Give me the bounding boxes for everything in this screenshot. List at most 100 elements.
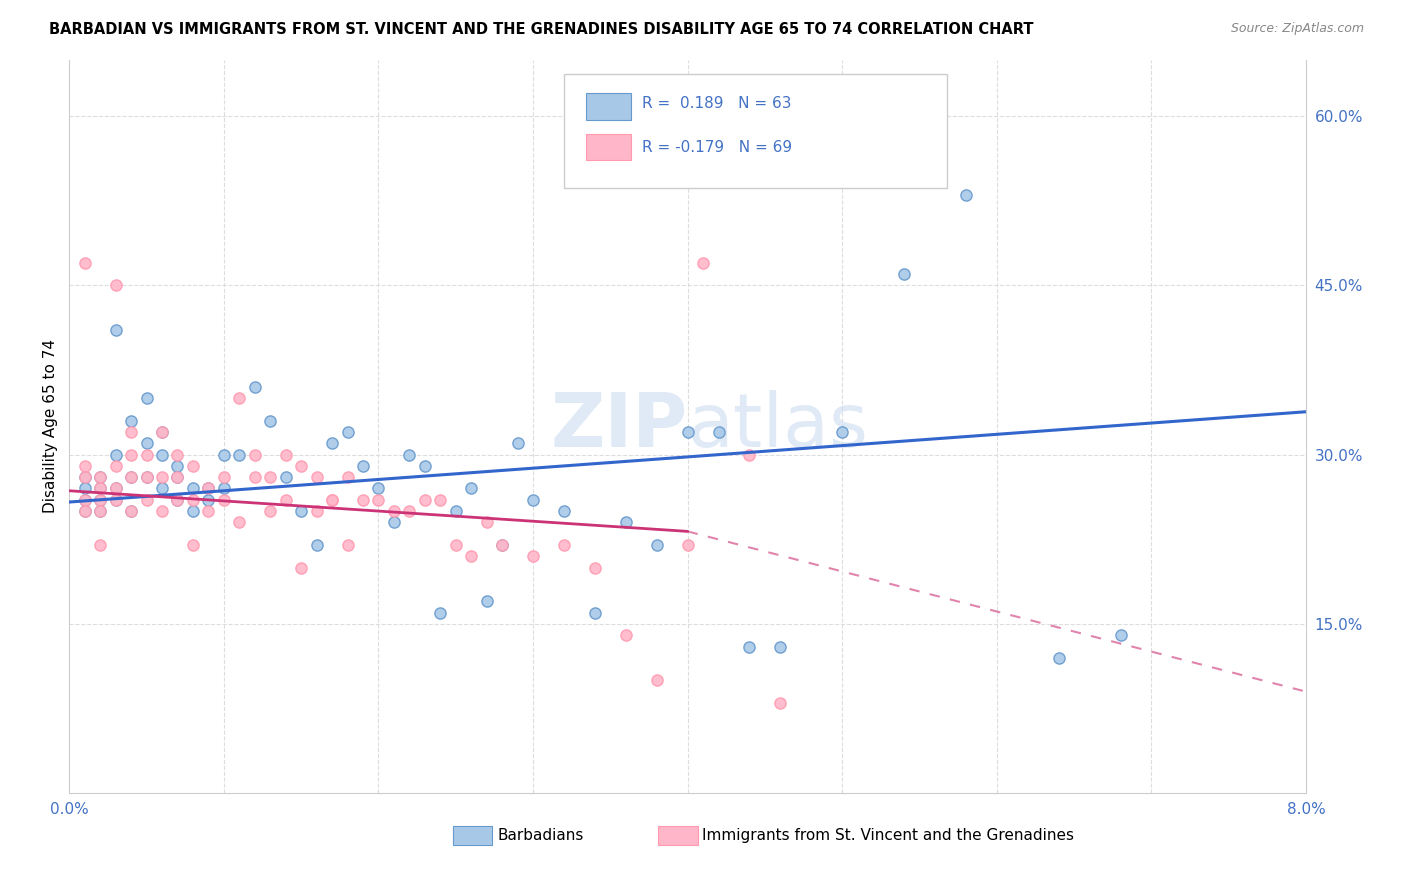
Point — [367, 482, 389, 496]
Point — [120, 448, 142, 462]
Point — [181, 492, 204, 507]
Text: Source: ZipAtlas.com: Source: ZipAtlas.com — [1230, 22, 1364, 36]
Point — [382, 516, 405, 530]
Point — [831, 425, 853, 439]
Point — [73, 256, 96, 270]
Point — [120, 425, 142, 439]
Point — [181, 458, 204, 473]
Point — [692, 256, 714, 270]
Point — [120, 470, 142, 484]
Point — [104, 448, 127, 462]
Point — [73, 458, 96, 473]
Text: R =  0.189   N = 63: R = 0.189 N = 63 — [643, 96, 792, 112]
Point — [150, 470, 173, 484]
Point — [73, 492, 96, 507]
Point — [321, 492, 343, 507]
Point — [89, 504, 111, 518]
Point — [73, 470, 96, 484]
Point — [120, 504, 142, 518]
Point — [181, 538, 204, 552]
Point — [614, 516, 637, 530]
Point — [135, 436, 157, 450]
Point — [181, 504, 204, 518]
Point — [243, 470, 266, 484]
Point — [120, 504, 142, 518]
Point — [197, 504, 219, 518]
Point — [259, 414, 281, 428]
Point — [150, 425, 173, 439]
Point — [352, 492, 374, 507]
Point — [104, 278, 127, 293]
Point — [150, 425, 173, 439]
Point — [104, 482, 127, 496]
Point — [707, 425, 730, 439]
Point — [382, 504, 405, 518]
Point — [89, 492, 111, 507]
Point — [553, 504, 575, 518]
Point — [166, 458, 188, 473]
Point — [429, 606, 451, 620]
Point — [259, 470, 281, 484]
Point — [166, 492, 188, 507]
Point — [429, 492, 451, 507]
Point — [305, 538, 328, 552]
Point — [150, 448, 173, 462]
Point — [135, 391, 157, 405]
Point — [955, 188, 977, 202]
Point — [475, 516, 498, 530]
Y-axis label: Disability Age 65 to 74: Disability Age 65 to 74 — [44, 340, 58, 514]
Point — [89, 492, 111, 507]
Point — [120, 414, 142, 428]
Point — [738, 640, 761, 654]
Point — [522, 549, 544, 564]
Text: ZIP: ZIP — [550, 390, 688, 463]
Point — [135, 492, 157, 507]
FancyBboxPatch shape — [586, 134, 631, 160]
Point — [553, 538, 575, 552]
Point — [228, 516, 250, 530]
Text: atlas: atlas — [688, 390, 869, 463]
Point — [769, 696, 792, 710]
Text: Immigrants from St. Vincent and the Grenadines: Immigrants from St. Vincent and the Gren… — [703, 828, 1074, 843]
Point — [321, 492, 343, 507]
Point — [104, 323, 127, 337]
Point — [197, 482, 219, 496]
Point — [150, 504, 173, 518]
Point — [290, 560, 312, 574]
Point — [444, 504, 467, 518]
Point — [73, 482, 96, 496]
Point — [135, 470, 157, 484]
Point — [120, 470, 142, 484]
Point — [274, 448, 297, 462]
Point — [893, 267, 915, 281]
Point — [73, 504, 96, 518]
Point — [676, 538, 699, 552]
Point — [413, 492, 436, 507]
Point — [398, 504, 420, 518]
Point — [181, 482, 204, 496]
Point — [212, 470, 235, 484]
Point — [104, 492, 127, 507]
Point — [73, 492, 96, 507]
Text: BARBADIAN VS IMMIGRANTS FROM ST. VINCENT AND THE GRENADINES DISABILITY AGE 65 TO: BARBADIAN VS IMMIGRANTS FROM ST. VINCENT… — [49, 22, 1033, 37]
Point — [89, 482, 111, 496]
Point — [89, 504, 111, 518]
FancyBboxPatch shape — [564, 74, 948, 188]
Point — [89, 470, 111, 484]
Point — [228, 448, 250, 462]
Point — [645, 538, 668, 552]
Point — [73, 470, 96, 484]
Point — [212, 448, 235, 462]
Point — [491, 538, 513, 552]
Point — [290, 504, 312, 518]
Point — [89, 470, 111, 484]
Point — [321, 436, 343, 450]
Point — [475, 594, 498, 608]
Point — [274, 470, 297, 484]
Point — [243, 380, 266, 394]
Point — [104, 458, 127, 473]
FancyBboxPatch shape — [586, 94, 631, 120]
Point — [491, 538, 513, 552]
Point — [274, 492, 297, 507]
Point — [305, 470, 328, 484]
